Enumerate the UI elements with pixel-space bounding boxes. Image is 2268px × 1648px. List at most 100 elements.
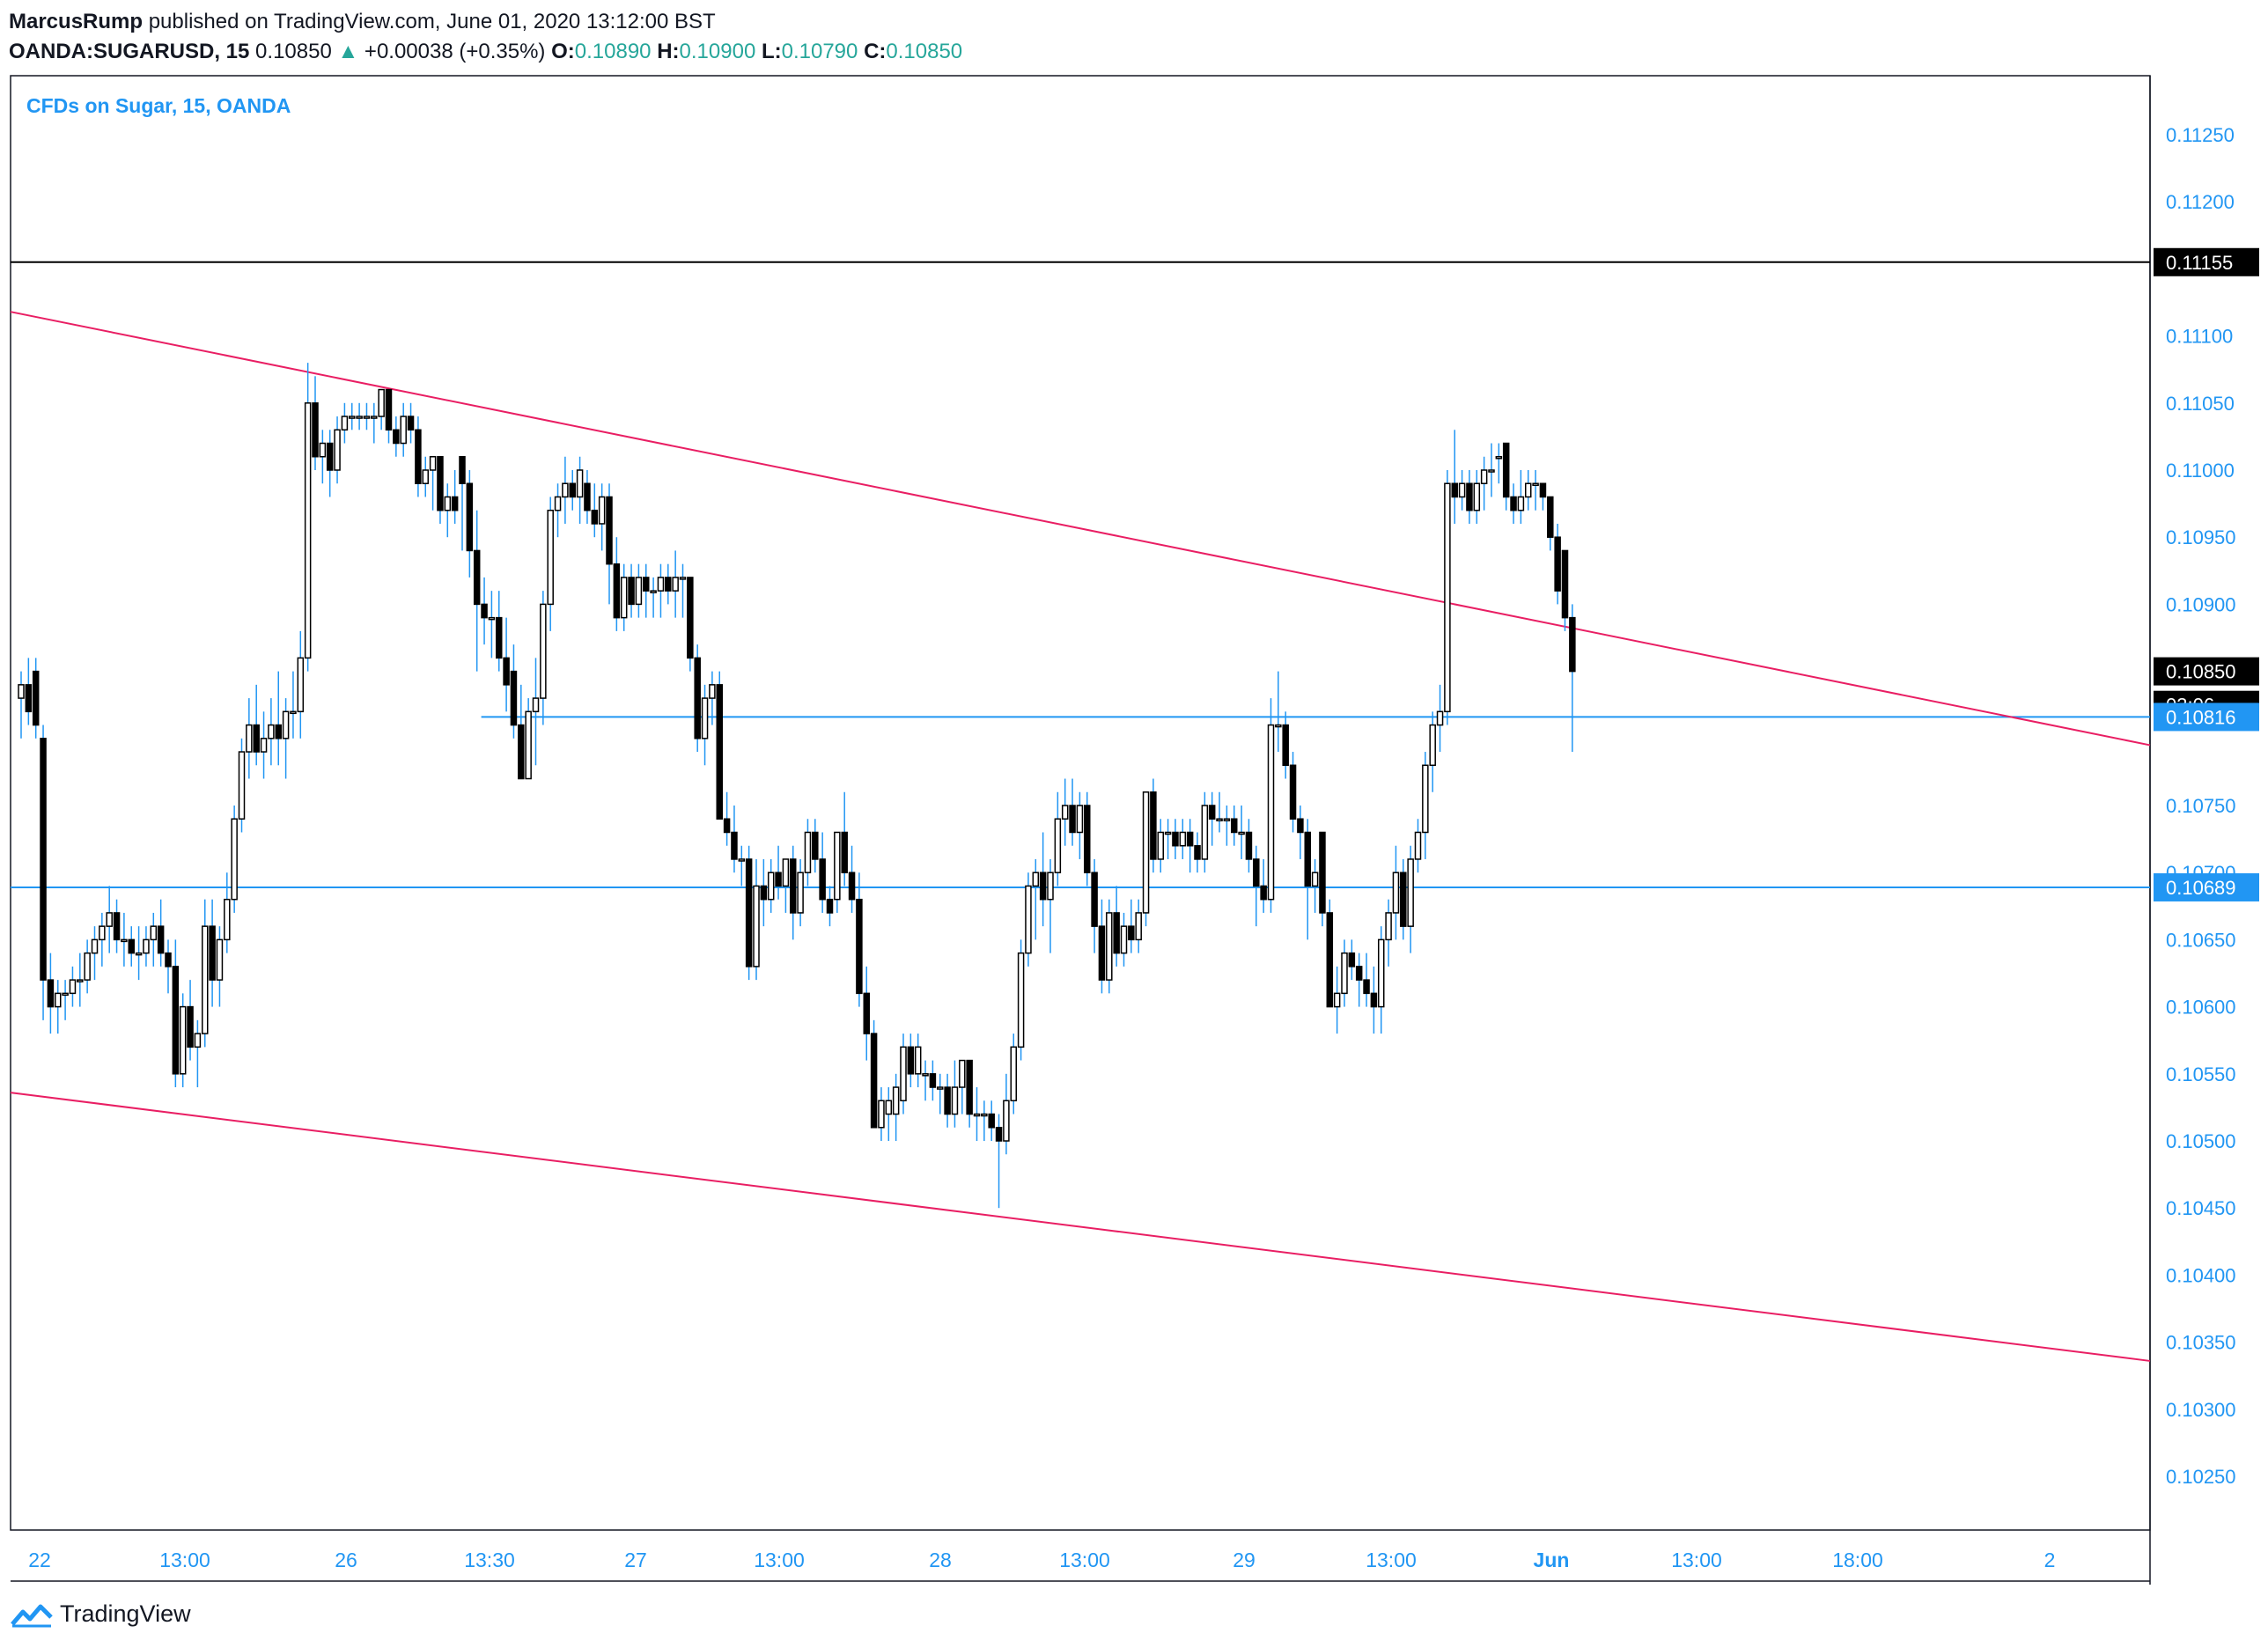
candle bbox=[451, 470, 459, 524]
candle bbox=[415, 416, 422, 497]
high-label: H: bbox=[657, 40, 680, 63]
candle bbox=[385, 388, 393, 444]
candle-body bbox=[312, 402, 319, 458]
candle-body bbox=[1238, 831, 1245, 835]
candle-body bbox=[1510, 496, 1517, 511]
price-tick-label: 0.11000 bbox=[2166, 460, 2235, 482]
candle-body bbox=[1208, 805, 1216, 820]
candle bbox=[1341, 939, 1348, 1007]
candle-body bbox=[753, 885, 760, 967]
candle bbox=[1414, 819, 1422, 873]
candle bbox=[444, 483, 452, 538]
close-label: C: bbox=[864, 40, 887, 63]
candle bbox=[312, 376, 319, 470]
time-tick-label: 13:30 bbox=[464, 1549, 515, 1571]
candle bbox=[253, 684, 260, 766]
candle bbox=[966, 1059, 973, 1128]
candle-body bbox=[1407, 858, 1414, 927]
candle bbox=[106, 886, 113, 953]
candle-body bbox=[349, 416, 356, 419]
price-axis[interactable]: 0.11250 0.11200 0.11100 0.11050 0.11000 0.109… bbox=[2154, 124, 2259, 1488]
candle-body bbox=[775, 872, 782, 887]
candle bbox=[1561, 549, 1569, 631]
candle-body bbox=[422, 469, 429, 484]
last-price: 0.10850 bbox=[255, 40, 332, 63]
candle-body bbox=[363, 416, 371, 419]
candle-body bbox=[25, 684, 33, 713]
candle bbox=[701, 684, 709, 766]
price-tick-label: 0.10550 bbox=[2166, 1063, 2236, 1085]
author-name[interactable]: MarcusRump bbox=[9, 10, 144, 33]
candle bbox=[341, 402, 349, 444]
candle-body bbox=[1039, 872, 1047, 901]
candle bbox=[18, 671, 25, 739]
candle-body bbox=[378, 388, 385, 417]
price-tick-label: 0.11100 bbox=[2166, 326, 2233, 348]
candle-body bbox=[1525, 482, 1532, 498]
candle-body bbox=[459, 456, 466, 484]
candle-body bbox=[1260, 885, 1267, 901]
price-tick-label: 0.10900 bbox=[2166, 593, 2236, 615]
candle bbox=[826, 886, 834, 927]
candle bbox=[1378, 926, 1385, 1034]
candle bbox=[1458, 470, 1466, 511]
candle bbox=[819, 832, 826, 913]
candle-body bbox=[1341, 952, 1348, 995]
candle-body bbox=[216, 938, 224, 981]
candle-body bbox=[400, 416, 407, 445]
candle-body bbox=[341, 416, 349, 431]
candle-body bbox=[1502, 442, 1510, 498]
candle bbox=[304, 363, 312, 672]
candle-body bbox=[1216, 818, 1223, 821]
candle bbox=[518, 684, 525, 780]
candle-body bbox=[643, 577, 650, 592]
candle-body bbox=[1275, 724, 1282, 728]
candle-body bbox=[1157, 831, 1164, 860]
candle-body bbox=[260, 738, 268, 753]
candle-body bbox=[922, 1073, 929, 1077]
chart-title: CFDs on Sugar, 15, OANDA bbox=[26, 94, 291, 117]
time-axis[interactable]: 22 13:00 26 13:30 27 13:00 28 13:00 29 13:00 Jun 13… bbox=[28, 1549, 2055, 1571]
candle-body bbox=[187, 1005, 194, 1048]
candle-body bbox=[1128, 925, 1135, 941]
tradingview-logo[interactable]: TradingView bbox=[11, 1600, 191, 1628]
candle bbox=[91, 926, 99, 981]
candle-body bbox=[1569, 616, 1576, 673]
high-value: 0.10900 bbox=[679, 40, 756, 63]
chart-header: MarcusRump published on TradingView.com,… bbox=[9, 7, 962, 67]
candle bbox=[268, 698, 275, 766]
candle bbox=[598, 483, 606, 551]
candle-body bbox=[1150, 791, 1157, 860]
candle bbox=[371, 402, 378, 444]
candle-body bbox=[1539, 482, 1547, 498]
candle-body bbox=[1495, 456, 1503, 460]
candle bbox=[128, 926, 135, 967]
time-tick-label: 29 bbox=[1233, 1549, 1256, 1571]
candle bbox=[224, 872, 231, 953]
candle bbox=[1502, 442, 1510, 511]
candle bbox=[77, 953, 84, 1007]
open-label: O: bbox=[551, 40, 575, 63]
candle-body bbox=[1054, 818, 1062, 873]
candle-body bbox=[69, 979, 77, 995]
candle-body bbox=[437, 456, 444, 511]
candle bbox=[738, 845, 746, 887]
candle-body bbox=[47, 979, 55, 1008]
candle bbox=[1267, 698, 1275, 913]
candle-body bbox=[966, 1059, 973, 1115]
candle-body bbox=[1348, 952, 1356, 967]
candle bbox=[172, 939, 180, 1088]
time-tick-label: 13:00 bbox=[159, 1549, 210, 1571]
time-tick-label: 27 bbox=[624, 1549, 647, 1571]
candle-body bbox=[892, 1086, 900, 1115]
candle bbox=[856, 872, 863, 1007]
candle-body bbox=[451, 496, 459, 511]
candle-body bbox=[334, 429, 341, 471]
candle-body bbox=[518, 724, 525, 780]
candle-body bbox=[944, 1086, 951, 1115]
candle bbox=[892, 1073, 900, 1141]
candle bbox=[165, 939, 172, 994]
candle bbox=[1436, 684, 1444, 753]
candle bbox=[562, 456, 569, 524]
